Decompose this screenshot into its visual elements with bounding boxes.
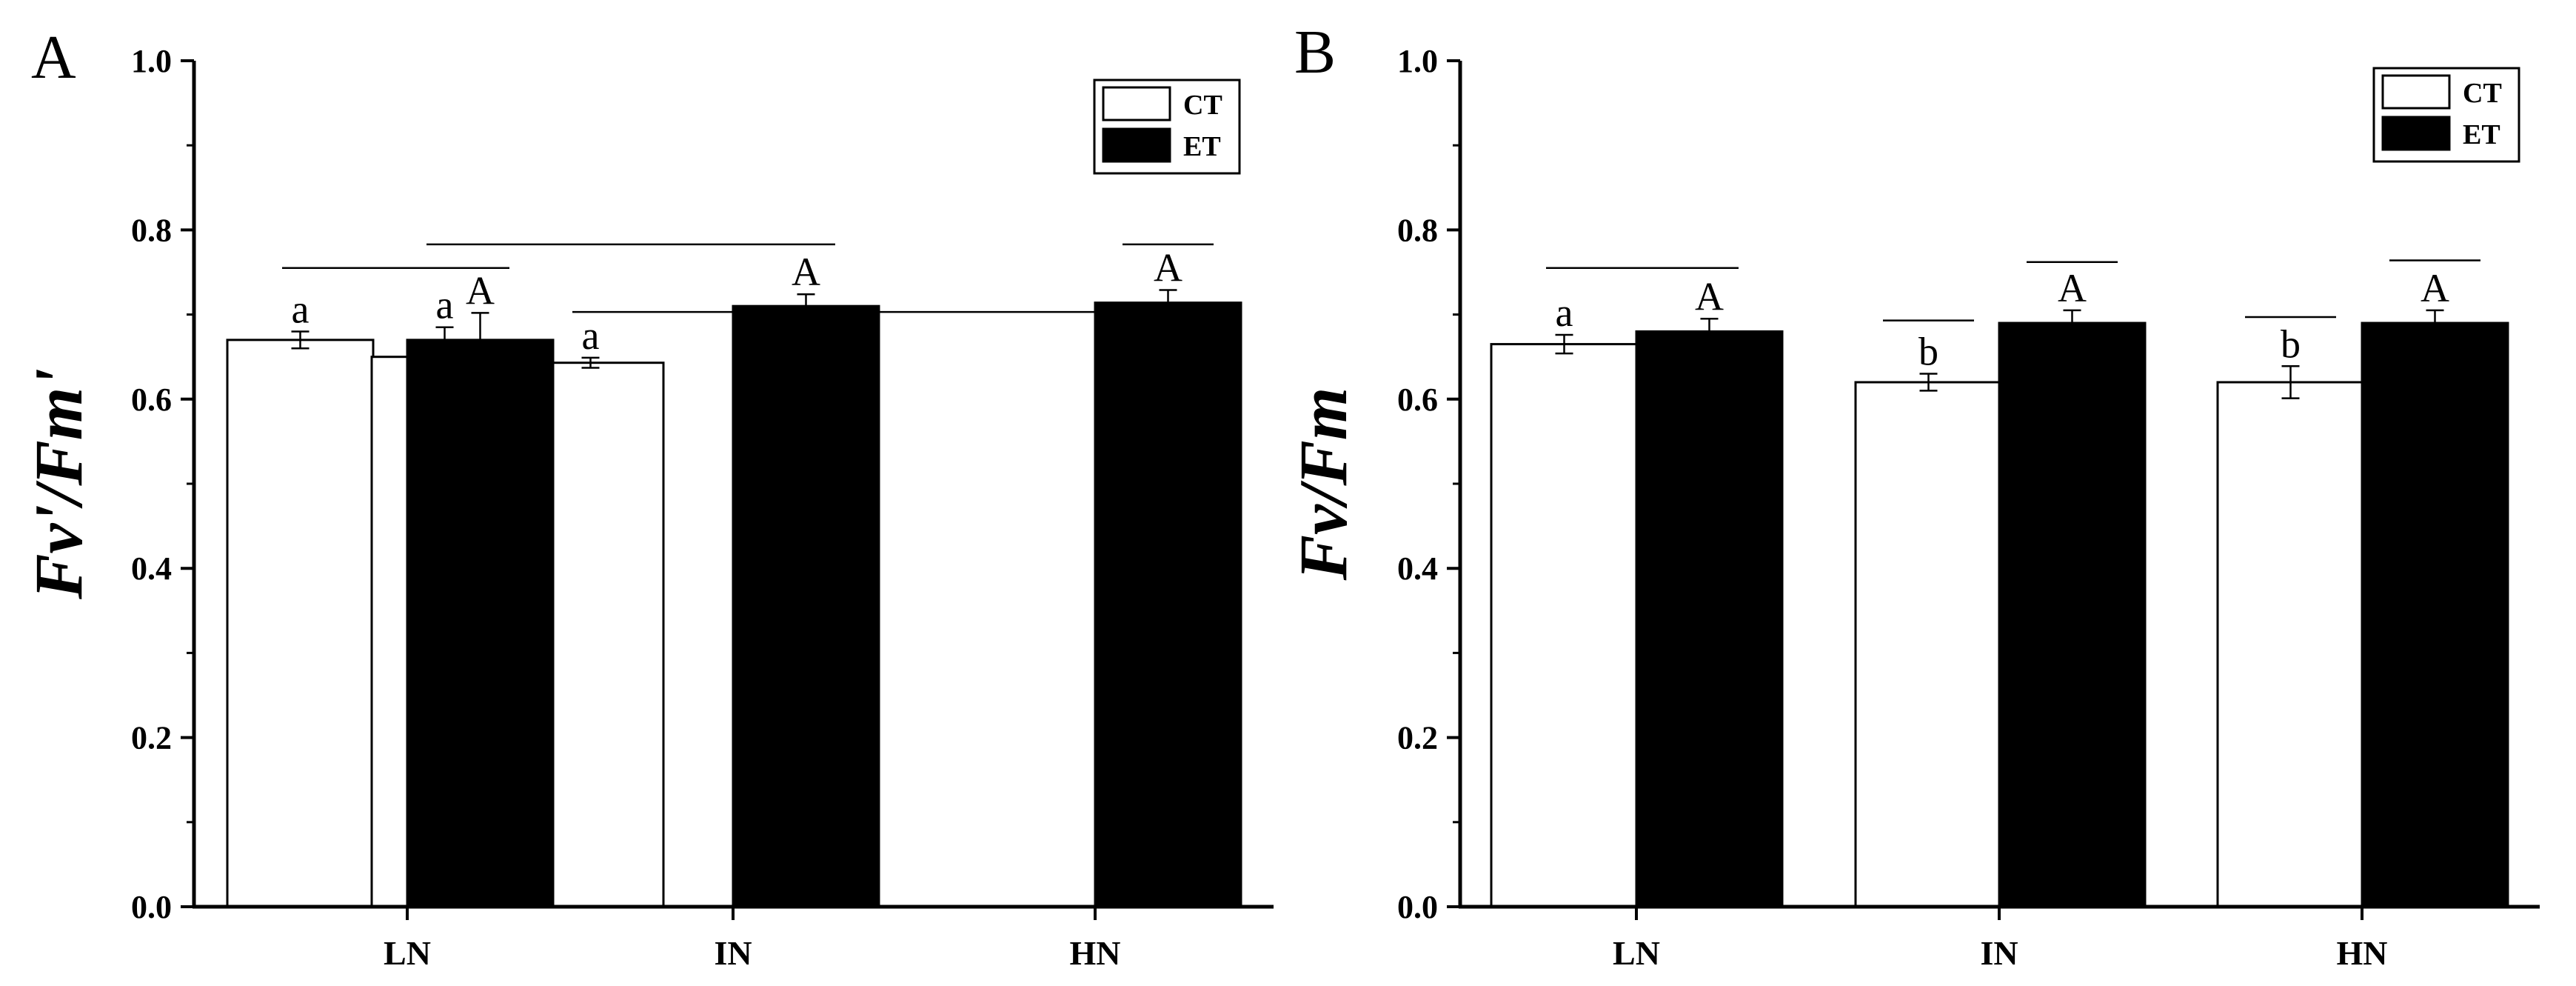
legend-label: CT [1183,90,1222,121]
panel-a: AFv'/Fm'a aaA A A0.00.20.40.60.81.0LN IN HNCT… [21,23,1274,972]
bar-ct-in [1854,381,2003,908]
legend-label: ET [1183,131,1221,162]
significance-letter: A [1154,245,1182,290]
y-tick-label: 0.8 [1397,212,1438,248]
panel-label: A [31,23,76,92]
legend-swatch-ct [2381,74,2451,110]
bar-ct-ln [226,339,375,908]
y-tick-label: 1.0 [131,43,172,79]
significance-letter: a [582,313,600,358]
x-category-label: LN [1613,934,1660,972]
y-tick-label: 0.6 [131,382,172,418]
x-category-label: LN [384,934,431,972]
significance-letter: A [792,250,820,294]
bar-et-in [1998,322,2147,908]
x-category-label: HN [2337,934,2388,972]
y-tick-label: 0.4 [131,550,172,587]
x-category-label: IN [1980,934,2018,972]
bar-ct-ln [1490,343,1639,908]
legend-label: ET [2463,119,2500,150]
bar-et-ln [406,339,555,908]
y-tick-label: 0.2 [1397,720,1438,756]
significance-letter: b [2281,322,2301,366]
significance-letter: A [1695,274,1724,319]
y-tick-label: 0.4 [1397,550,1438,587]
y-axis-label: Fv/Fm [1285,387,1361,582]
bar-et-ln [1635,330,1784,908]
legend-label: CT [2463,78,2502,109]
y-axis-label: Fv'/Fm' [21,368,96,600]
significance-letter: a [1556,290,1573,335]
significance-letter: A [2421,266,2449,310]
y-tick-label: 0.0 [1397,889,1438,925]
y-tick-label: 0.6 [1397,382,1438,418]
significance-letter: a [436,283,454,327]
panel-label: B [1294,18,1336,87]
y-tick-label: 0.0 [131,889,172,925]
legend-swatch-et [1102,127,1171,163]
bar-et-hn [2361,322,2509,908]
panel-b: B Fv/Fm a b b A A A 0.0 0.2 0.4 0.6 0.8 1.0 LN IN HN CT ET [1285,18,2540,972]
legend: CT ET [2372,67,2520,163]
significance-letter: A [466,268,495,313]
y-tick-label: 1.0 [1397,43,1438,79]
significance-letter: b [1918,330,1938,374]
bar-ct-hn [2216,381,2365,908]
y-tick-label: 0.2 [131,720,172,756]
legend: CT ET [1093,79,1241,175]
significance-letter: a [292,287,310,331]
bar-et-hn [1094,302,1242,908]
y-tick-label: 0.8 [131,212,172,248]
legend-swatch-ct [1102,86,1171,121]
x-category-label: HN [1070,934,1121,972]
significance-letter: A [2058,266,2087,310]
x-category-label: IN [714,934,752,972]
legend-swatch-et [2381,116,2451,151]
bar-et-in [732,304,880,908]
